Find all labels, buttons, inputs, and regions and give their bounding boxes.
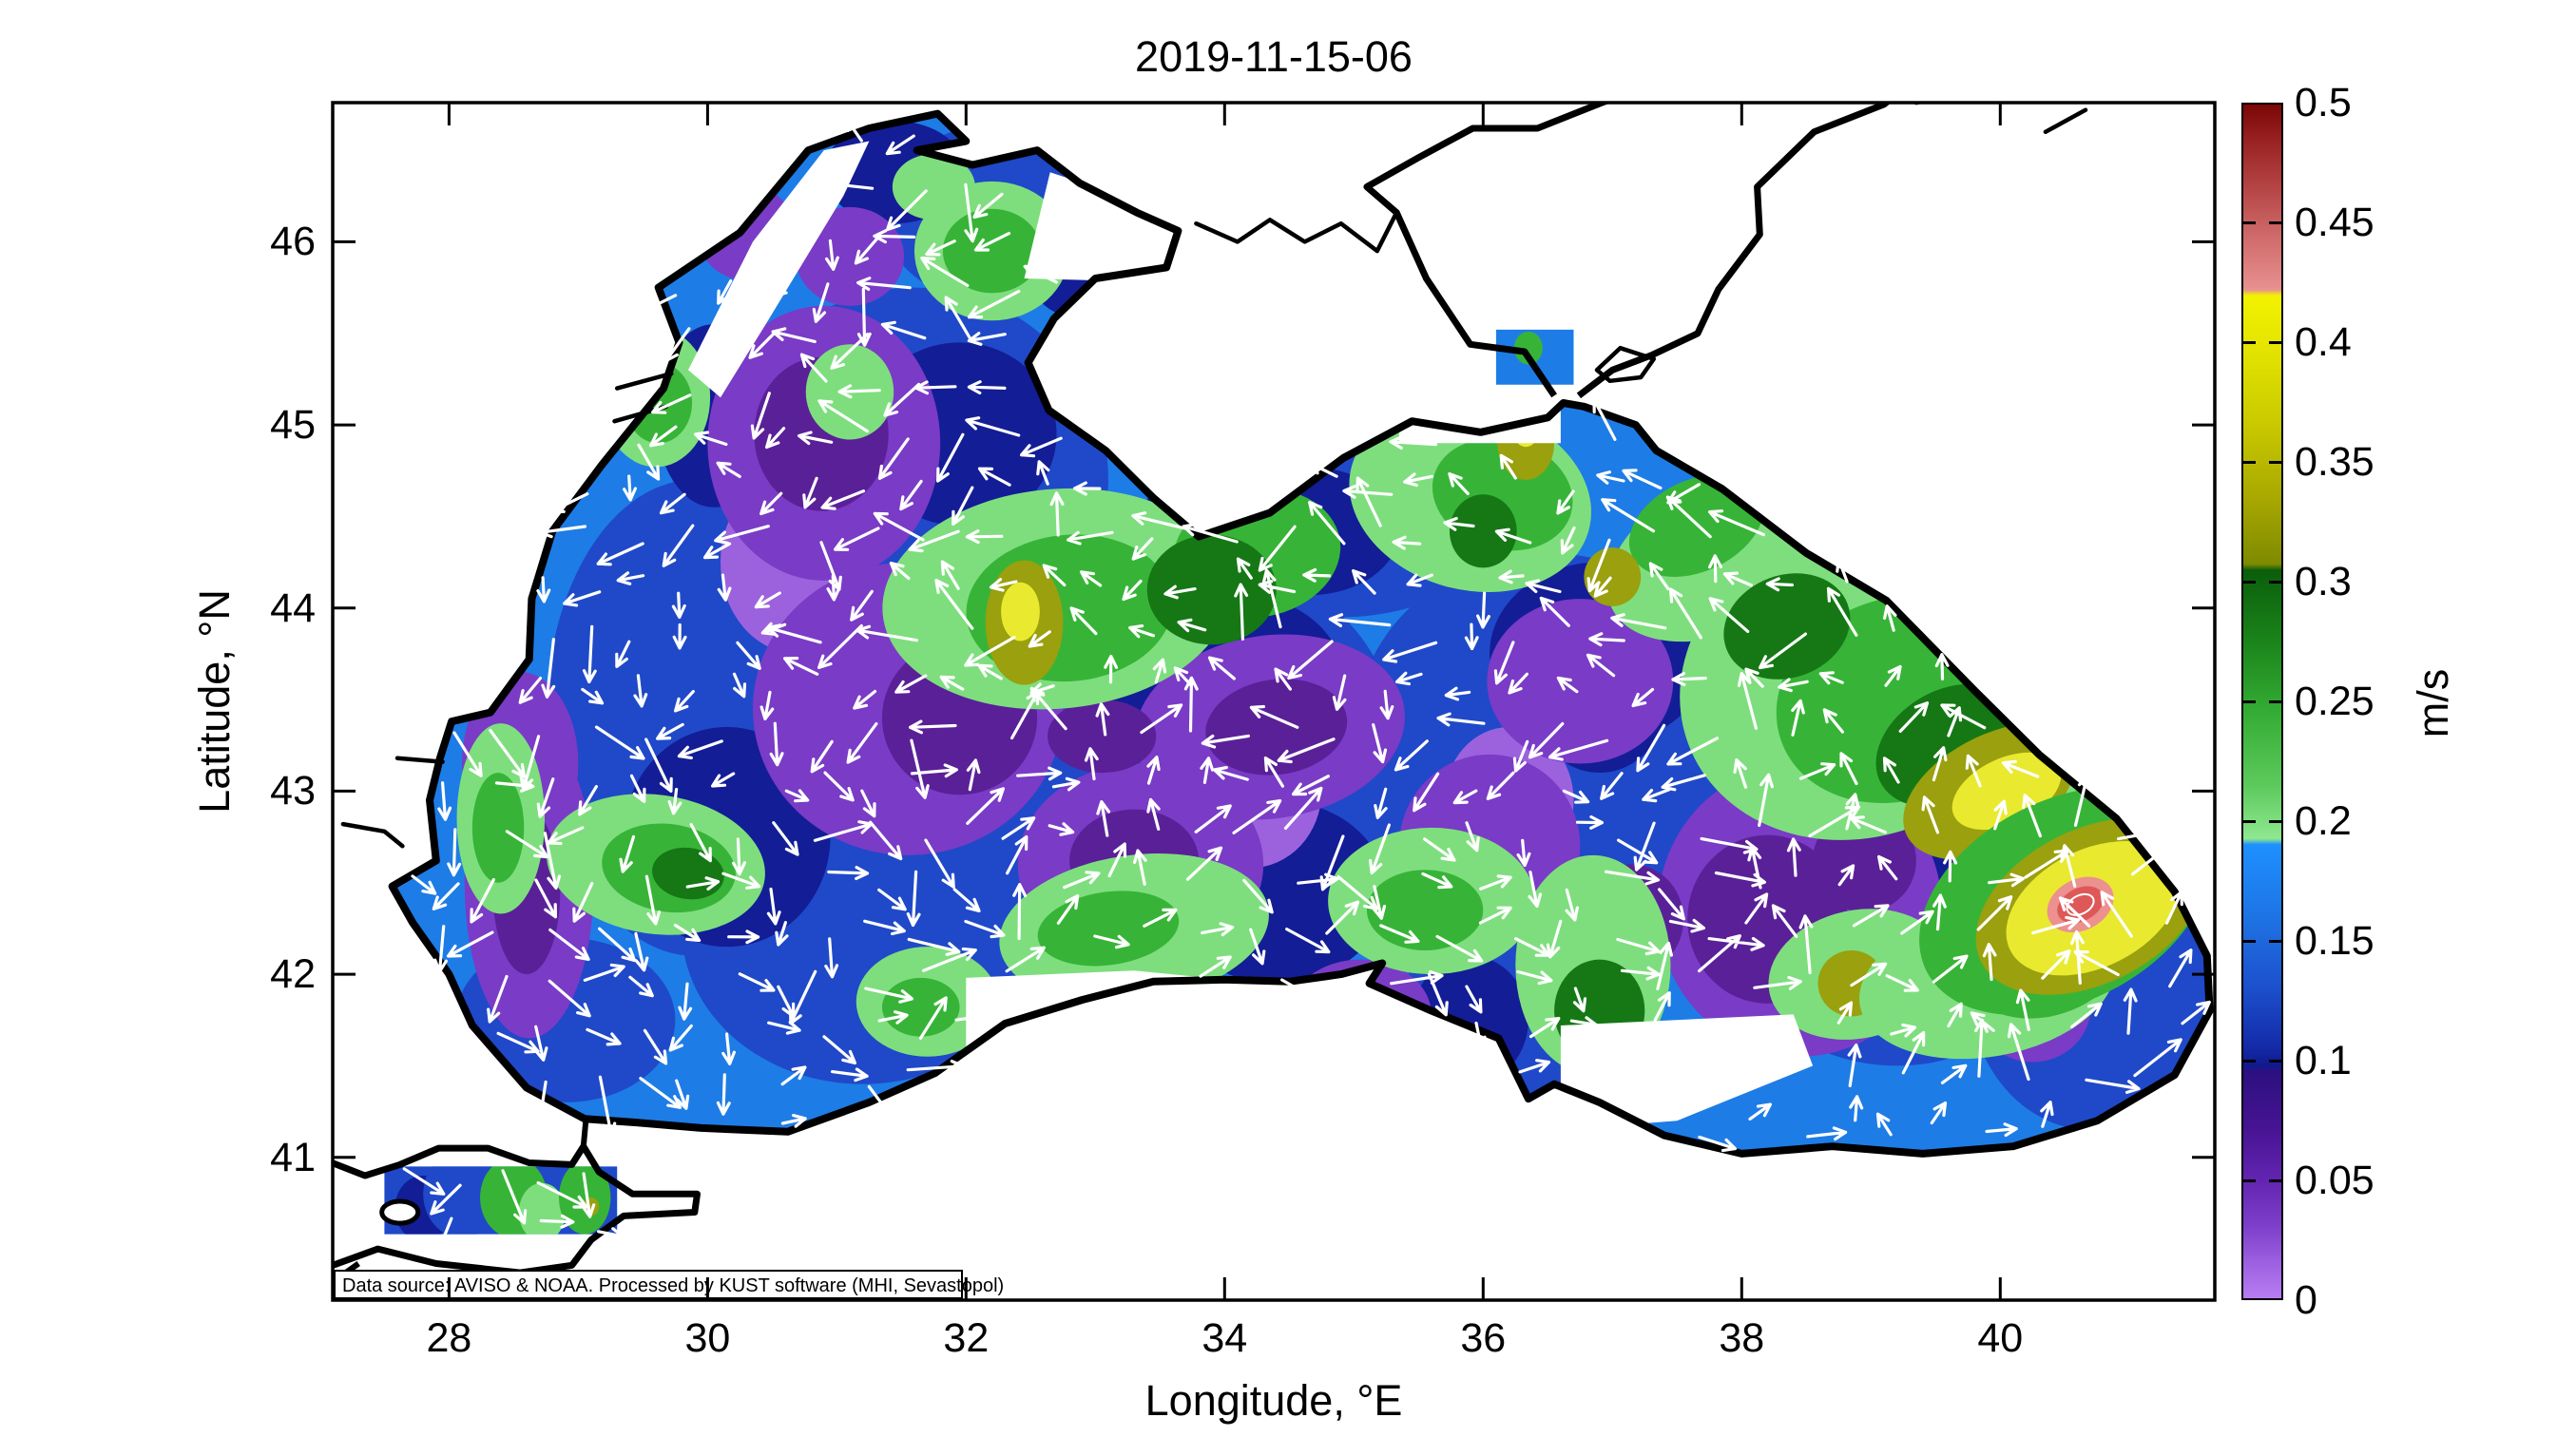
colorbar-tick-label: 0.15	[2295, 918, 2374, 964]
x-tick-label: 30	[684, 1315, 731, 1361]
colorbar-tick-label: 0.5	[2295, 80, 2352, 125]
speed-feature	[1449, 494, 1517, 568]
marmara-coastline-north	[333, 1144, 586, 1179]
colorbar-tick	[2269, 699, 2281, 703]
y-tick-label: 42	[270, 951, 316, 998]
colorbar-unit-label: m/s	[2409, 668, 2457, 738]
plot-frame	[331, 101, 2217, 1302]
coastal-lake-line	[394, 756, 445, 764]
y-tick-label: 44	[270, 584, 316, 631]
current-vector-arrows	[402, 117, 2211, 1252]
speed-feature	[1205, 679, 1348, 776]
colorbar-tick	[2269, 340, 2281, 344]
colorbar-tick-label: 0.25	[2295, 679, 2374, 724]
colorbar-tick-label: 0	[2295, 1277, 2317, 1323]
colorbar-tick-label: 0.1	[2295, 1038, 2352, 1083]
colorbar-tick	[2269, 1178, 2281, 1182]
speed-feature	[1513, 331, 1543, 365]
taman-bay-line	[1594, 345, 1657, 384]
x-tick-label: 28	[426, 1315, 472, 1361]
y-tick-label: 45	[270, 402, 316, 449]
speed-feature	[1037, 891, 1180, 967]
sivash-lagoon-line	[1194, 210, 1399, 254]
speed-feature	[423, 1150, 501, 1235]
danube-channel-line	[614, 371, 674, 391]
speed-feature	[795, 206, 905, 306]
speed-feature	[1001, 582, 1040, 642]
speed-feature	[1584, 547, 1642, 606]
speed-feature	[558, 1160, 611, 1235]
colorbar-tick-label: 0.05	[2295, 1158, 2374, 1203]
colorbar-tick	[2243, 340, 2256, 344]
speed-feature	[881, 977, 960, 1037]
axis-ticks	[333, 103, 2215, 1300]
no-data-patch	[1289, 1044, 1413, 1112]
caption-box	[334, 1270, 963, 1299]
x-tick-label: 36	[1460, 1315, 1507, 1361]
colorbar-tick	[2243, 220, 2256, 224]
y-tick-label: 46	[270, 219, 316, 265]
colorbar-tick-label: 0.35	[2295, 439, 2374, 485]
bosphorus-strait-line	[580, 1119, 589, 1147]
x-tick-label: 38	[1719, 1315, 1765, 1361]
colorbar-tick	[2269, 460, 2281, 464]
colorbar-tick	[2269, 1059, 2281, 1063]
colorbar-tick	[2243, 1178, 2256, 1182]
y-tick-label: 41	[270, 1134, 316, 1180]
coastal-lake-line	[340, 821, 405, 849]
colorbar-tick	[2269, 220, 2281, 224]
speed-feature	[652, 847, 724, 900]
colorbar-tick	[2243, 939, 2256, 943]
don-delta-line	[2043, 107, 2088, 135]
x-tick-label: 34	[1202, 1315, 1248, 1361]
colorbar-tick	[2243, 699, 2256, 703]
marmara-island	[379, 1198, 421, 1226]
eddy-core-contour	[2066, 892, 2095, 916]
speed-feature	[1146, 534, 1277, 645]
no-data-patch	[1024, 172, 1183, 282]
x-tick-label: 40	[1977, 1315, 2024, 1361]
x-axis-label: Longitude, °E	[1144, 1376, 1403, 1425]
speed-feature	[471, 773, 525, 883]
no-data-patch	[1560, 1014, 1814, 1130]
colorbar-tick	[2269, 939, 2281, 943]
y-axis-label: Latitude, °N	[190, 589, 239, 814]
speed-feature	[1487, 599, 1674, 764]
plot-title: 2019-11-15-06	[1135, 32, 1413, 81]
colorbar-tick	[2243, 1059, 2256, 1063]
y-tick-label: 43	[270, 768, 316, 814]
colorbar-tick	[2269, 580, 2281, 584]
no-data-patch	[688, 141, 870, 398]
speed-feature	[942, 208, 1042, 294]
data-source-caption: Data source: AVISO & NOAA. Processed by …	[342, 1275, 1005, 1296]
don-delta-line	[1911, 103, 1928, 105]
speed-feature	[518, 1182, 566, 1235]
colorbar-tick-label: 0.3	[2295, 559, 2352, 604]
speed-feature	[1723, 573, 1851, 680]
colorbar-tick-label: 0.4	[2295, 319, 2352, 365]
colorbar-tick-label: 0.2	[2295, 798, 2352, 844]
colorbar-tick	[2269, 819, 2281, 823]
colorbar-tick	[2243, 580, 2256, 584]
azov-coastline	[1363, 103, 1892, 399]
marmara-coastline-south	[333, 1144, 701, 1276]
map-layers	[333, 103, 2215, 1300]
x-tick-label: 32	[943, 1315, 990, 1361]
colorbar-tick-label: 0.45	[2295, 200, 2374, 245]
colorbar-tick	[2243, 819, 2256, 823]
speed-feature	[1048, 699, 1157, 774]
colorbar-tick	[2243, 460, 2256, 464]
don-delta-line	[1913, 103, 1919, 105]
